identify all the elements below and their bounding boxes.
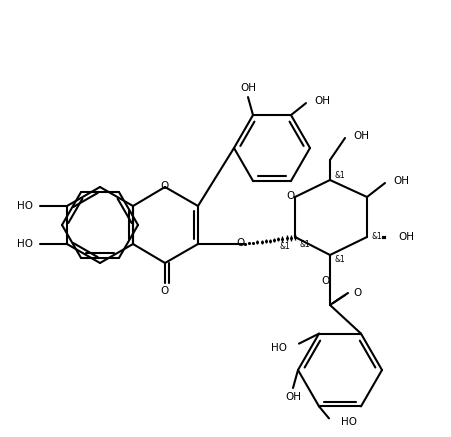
Text: O: O	[352, 288, 360, 298]
Text: OH: OH	[313, 96, 329, 106]
Text: OH: OH	[239, 83, 255, 93]
Text: OH: OH	[352, 131, 368, 141]
Text: &1: &1	[371, 232, 382, 242]
Text: &1: &1	[334, 256, 345, 264]
Text: O: O	[236, 238, 244, 248]
Text: &1: &1	[299, 240, 310, 250]
Text: O: O	[321, 276, 329, 286]
Text: O: O	[161, 286, 169, 296]
Text: O: O	[161, 181, 169, 191]
Text: OH: OH	[285, 392, 300, 402]
Text: O: O	[286, 191, 295, 201]
Text: HO: HO	[340, 417, 356, 427]
Text: HO: HO	[17, 201, 33, 211]
Text: HO: HO	[271, 343, 286, 353]
Text: &1: &1	[334, 170, 345, 180]
Text: OH: OH	[397, 232, 413, 242]
Text: &1: &1	[279, 243, 290, 252]
Text: HO: HO	[17, 239, 33, 249]
Text: OH: OH	[392, 176, 408, 186]
